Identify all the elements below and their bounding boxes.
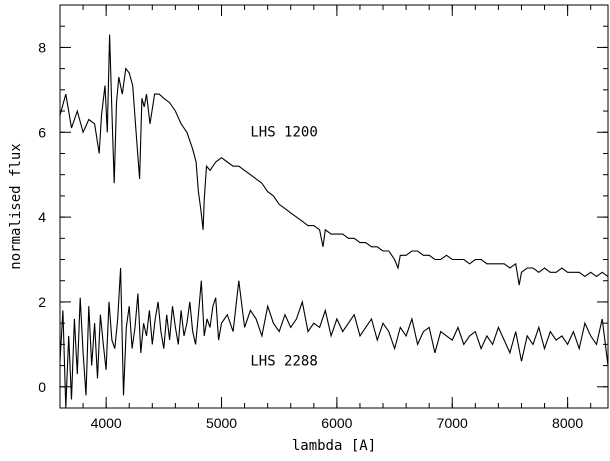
x-tick-label: 4000 bbox=[91, 415, 122, 431]
minor-ticks bbox=[59, 4, 608, 409]
series-line-lhs-1200 bbox=[60, 34, 608, 286]
annotations: LHS 1200 LHS 2288 bbox=[250, 125, 317, 370]
x-tick-label: 5000 bbox=[206, 415, 237, 431]
y-tick-label: 6 bbox=[38, 124, 46, 140]
x-tick-label: 6000 bbox=[321, 415, 352, 431]
x-tick-label: 8000 bbox=[552, 415, 583, 431]
y-tick-label: 2 bbox=[38, 294, 46, 310]
major-ticks bbox=[60, 5, 608, 408]
series-line-lhs-2288 bbox=[60, 267, 608, 408]
tick-labels: 4000 5000 6000 7000 8000 0 2 4 6 8 bbox=[38, 39, 583, 431]
plot-frame bbox=[59, 4, 609, 409]
y-axis-label: normalised flux bbox=[8, 143, 24, 269]
series-layer bbox=[60, 34, 608, 408]
y-tick-label: 8 bbox=[38, 39, 46, 55]
annotation-lhs-2288: LHS 2288 bbox=[250, 354, 317, 370]
annotation-lhs-1200: LHS 1200 bbox=[250, 125, 317, 141]
x-tick-label: 7000 bbox=[437, 415, 468, 431]
y-tick-label: 4 bbox=[38, 209, 46, 225]
x-axis-label: lambda [A] bbox=[292, 438, 376, 454]
y-tick-label: 0 bbox=[38, 379, 46, 395]
